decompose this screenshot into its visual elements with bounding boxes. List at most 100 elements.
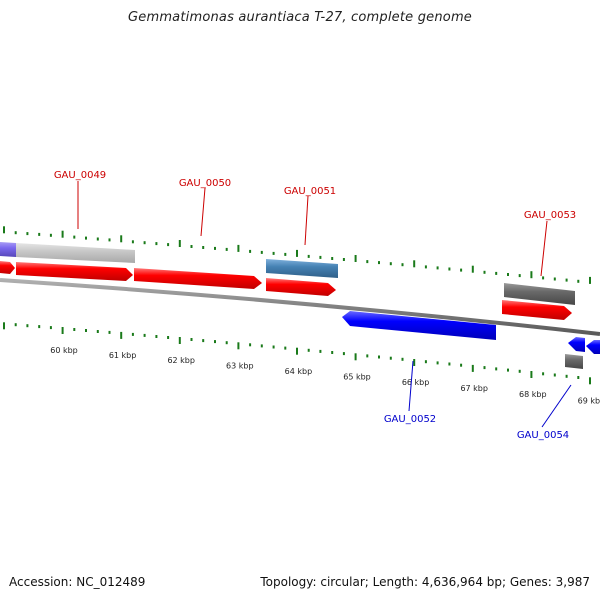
major-tick bbox=[61, 327, 64, 334]
gene-label-gau-0051[interactable]: GAU_0051 bbox=[284, 186, 336, 197]
minor-tick bbox=[214, 340, 216, 344]
scale-labels: 60 kbp 61 kbp 62 kbp 63 kbp 64 kbp 65 kbp 66 k… bbox=[50, 346, 600, 405]
minor-tick bbox=[143, 241, 146, 245]
minor-tick bbox=[507, 368, 509, 372]
feature-block-slate[interactable] bbox=[0, 242, 16, 257]
minor-tick bbox=[495, 271, 498, 275]
gene-arrow-gau-0054[interactable] bbox=[568, 337, 585, 352]
minor-tick bbox=[378, 261, 380, 265]
major-tick bbox=[296, 347, 298, 355]
minor-tick bbox=[85, 236, 87, 240]
minor-tick bbox=[553, 373, 556, 377]
minor-tick bbox=[378, 355, 380, 359]
minor-tick bbox=[108, 330, 111, 334]
minor-tick bbox=[214, 246, 216, 250]
major-tick bbox=[354, 255, 357, 262]
major-tick bbox=[471, 265, 474, 273]
scale-label: 65 kbp bbox=[343, 372, 371, 381]
accession-text: Accession: NC_012489 bbox=[9, 575, 146, 589]
feature-block-dark[interactable] bbox=[504, 283, 575, 305]
scale-label: 61 kbp bbox=[109, 351, 137, 360]
minor-tick bbox=[225, 341, 228, 345]
major-tick bbox=[237, 342, 240, 350]
scale-label: 60 kbp bbox=[50, 346, 78, 355]
minor-tick bbox=[448, 267, 451, 271]
major-tick bbox=[471, 364, 474, 372]
minor-tick bbox=[190, 245, 193, 248]
minor-tick bbox=[26, 232, 29, 236]
minor-tick bbox=[38, 325, 41, 329]
minor-tick bbox=[507, 273, 509, 276]
feature-track-outer bbox=[0, 242, 575, 305]
minor-tick bbox=[565, 374, 568, 378]
major-tick bbox=[354, 353, 357, 361]
minor-tick bbox=[49, 233, 52, 237]
minor-tick bbox=[307, 348, 310, 352]
minor-tick bbox=[577, 376, 580, 379]
minor-tick bbox=[483, 270, 486, 274]
minor-tick bbox=[260, 250, 263, 254]
minor-tick bbox=[436, 266, 439, 270]
gene-label-gau-0049[interactable]: GAU_0049 bbox=[54, 170, 106, 181]
minor-tick bbox=[366, 354, 369, 358]
minor-tick bbox=[202, 339, 205, 343]
minor-tick bbox=[460, 363, 463, 367]
major-tick bbox=[237, 244, 240, 252]
outer-tick-ring bbox=[3, 226, 591, 284]
label-callouts bbox=[77, 181, 572, 428]
forward-gene-track bbox=[0, 261, 572, 320]
gene-arrow-forward[interactable] bbox=[0, 261, 15, 274]
minor-tick bbox=[389, 262, 392, 266]
minor-tick bbox=[131, 240, 134, 244]
minor-tick bbox=[14, 323, 17, 327]
feature-block-steelblue[interactable] bbox=[266, 259, 338, 278]
gene-arrow-gau-0052[interactable] bbox=[342, 311, 496, 340]
minor-tick bbox=[73, 328, 76, 331]
major-tick bbox=[530, 371, 533, 378]
major-tick bbox=[120, 235, 123, 243]
minor-tick bbox=[389, 356, 392, 360]
gene-label-gau-0050[interactable]: GAU_0050 bbox=[179, 178, 231, 189]
minor-tick bbox=[553, 277, 556, 281]
gene-arrow-gau-0049[interactable] bbox=[16, 262, 133, 281]
minor-tick bbox=[143, 333, 146, 337]
minor-tick bbox=[518, 369, 521, 373]
minor-tick bbox=[565, 278, 568, 282]
minor-tick bbox=[342, 352, 345, 356]
major-tick bbox=[178, 337, 181, 344]
gene-label-gau-0054[interactable]: GAU_0054 bbox=[517, 430, 569, 441]
scale-label: 68 kbp bbox=[519, 390, 547, 399]
minor-tick bbox=[96, 237, 99, 241]
minor-tick bbox=[460, 268, 463, 272]
minor-tick bbox=[542, 372, 545, 376]
minor-tick bbox=[331, 257, 334, 260]
scale-label: 62 kbp bbox=[167, 356, 195, 365]
minor-tick bbox=[448, 362, 451, 366]
gene-arrow-gau-0050[interactable] bbox=[134, 268, 262, 289]
genome-backbone bbox=[0, 278, 600, 336]
minor-tick bbox=[284, 346, 287, 350]
feature-block-dark-small[interactable] bbox=[565, 354, 583, 369]
minor-tick bbox=[167, 336, 170, 339]
gene-label-gau-0052[interactable]: GAU_0052 bbox=[384, 414, 436, 425]
gene-arrow-gau-0053[interactable] bbox=[502, 300, 572, 320]
major-tick bbox=[120, 331, 123, 339]
minor-tick bbox=[284, 252, 287, 256]
feature-block-light[interactable] bbox=[16, 243, 135, 263]
map-title: Gemmatimonas aurantiaca T-27, complete g… bbox=[127, 10, 473, 25]
gene-arrow-reverse-edge[interactable] bbox=[586, 340, 600, 354]
minor-tick bbox=[73, 235, 76, 239]
major-tick bbox=[413, 260, 416, 268]
minor-tick bbox=[319, 255, 322, 259]
minor-tick bbox=[14, 231, 17, 235]
scale-label: 63 kbp bbox=[226, 361, 254, 370]
gene-label-gau-0053[interactable]: GAU_0053 bbox=[524, 210, 576, 221]
minor-tick bbox=[38, 232, 41, 236]
major-tick bbox=[413, 359, 416, 366]
reverse-gene-track bbox=[342, 311, 600, 369]
gene-arrow-gau-0051[interactable] bbox=[266, 278, 336, 296]
minor-tick bbox=[483, 366, 486, 370]
minor-tick bbox=[26, 324, 29, 328]
minor-tick bbox=[167, 243, 170, 247]
